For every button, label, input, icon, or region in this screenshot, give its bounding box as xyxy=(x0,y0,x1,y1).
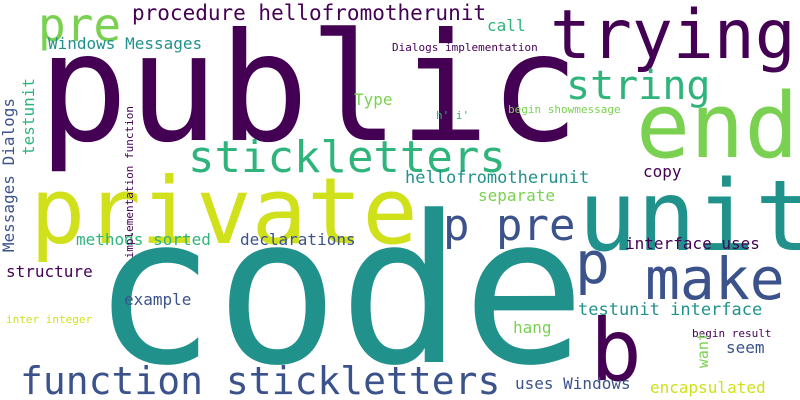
word-hang: hang xyxy=(513,318,552,337)
word-begin-showmessage: begin showmessage xyxy=(508,103,621,116)
word-interface-uses: interface uses xyxy=(625,234,760,253)
word-procedure-hellofromotherunit: procedure hellofromotherunit xyxy=(132,1,487,25)
word-pre: pre xyxy=(38,0,122,52)
word-type: Type xyxy=(354,90,393,109)
word-inter-integer: inter integer xyxy=(6,313,93,326)
word-begin-result: begin result xyxy=(692,327,772,340)
word-function-stickletters: function stickletters xyxy=(20,359,501,400)
word-string: string xyxy=(566,63,711,109)
word-b: b xyxy=(590,301,642,400)
word-separate: separate xyxy=(478,186,556,205)
word-declarations: declarations xyxy=(240,230,356,249)
word-structure: structure xyxy=(6,262,93,281)
word-public: public xyxy=(38,2,580,176)
word-hellofromotherunit: hellofromotherunit xyxy=(405,168,590,188)
word-seem: seem xyxy=(726,338,765,357)
word-code: code xyxy=(92,173,586,400)
word-testunit-interface: testunit interface xyxy=(578,300,763,320)
word-copy: copy xyxy=(643,162,682,181)
word-stickletters: stickletters xyxy=(188,132,506,183)
word-dialogs-implementation: Dialogs implementation xyxy=(392,41,538,54)
word-make: make xyxy=(645,245,785,313)
word-implementation-function: implementation function xyxy=(123,106,136,259)
word-messages-dialogs: Messages Dialogs xyxy=(0,98,18,253)
word-p-pre: p pre xyxy=(443,200,576,251)
word-private: private xyxy=(30,158,418,265)
word-methods-sorted: methods sorted xyxy=(76,230,211,249)
word-encapsulated: encapsulated xyxy=(650,378,766,397)
word-unit: unit xyxy=(578,160,800,274)
word-h-i: h' i' xyxy=(436,109,470,122)
word-p: p xyxy=(575,229,610,297)
word-testunit: testunit xyxy=(19,78,38,156)
word-uses-windows: uses Windows xyxy=(515,374,631,393)
word-windows-messages: Windows Messages xyxy=(48,34,203,53)
word-want: want xyxy=(694,332,712,369)
word-call: call xyxy=(487,16,526,35)
word-trying: trying xyxy=(550,0,796,75)
word-end: end xyxy=(636,74,799,179)
word-example: example xyxy=(124,290,192,309)
